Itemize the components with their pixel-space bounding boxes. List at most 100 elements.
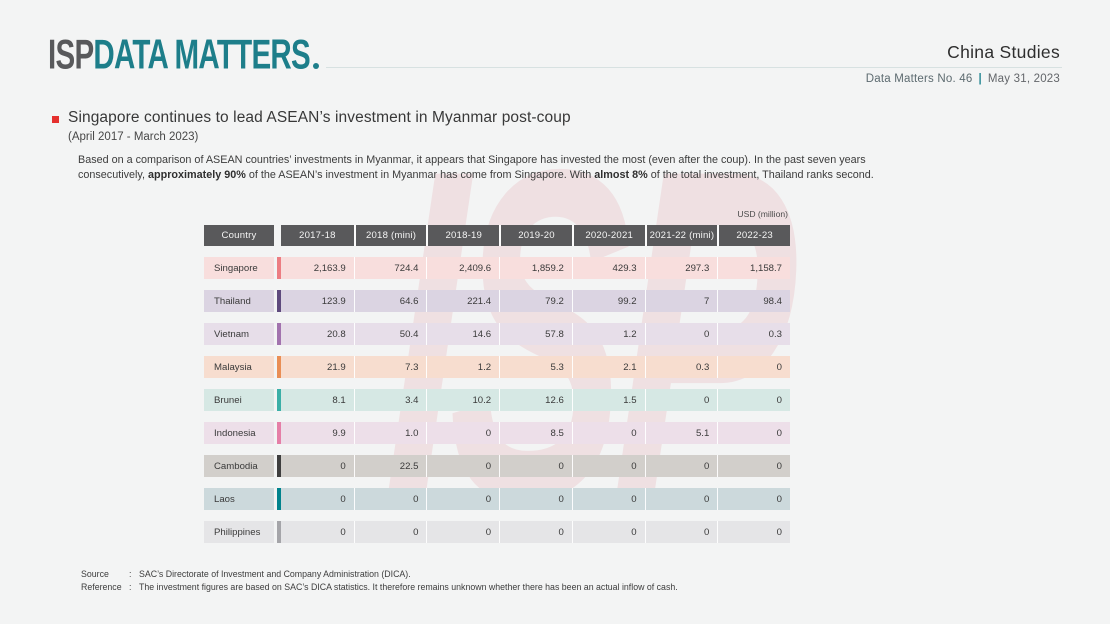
value-cell: 0 (426, 422, 500, 444)
value-cell: 8.5 (499, 422, 572, 444)
value-cell: 2,163.9 (281, 257, 354, 279)
column-header-year: 2020-2021 (571, 225, 645, 246)
meta-separator: | (978, 73, 982, 85)
reference-text: The investment figures are based on SAC’… (139, 581, 678, 592)
column-header-year: 2017-18 (281, 225, 354, 246)
reference-colon: : (129, 581, 132, 592)
value-cell: 0 (644, 521, 718, 543)
source-label: Source (81, 569, 109, 579)
section-period: (April 2017 - March 2023) (68, 131, 199, 143)
value-cell: 12.6 (499, 389, 572, 411)
accent-bar (274, 290, 281, 312)
value-cell: 0 (644, 455, 718, 477)
value-cell: 64.6 (353, 290, 427, 312)
value-cell: 21.9 (281, 356, 354, 378)
table-row: Brunei 8.1 3.4 10.2 12.6 1.5 0 0 (204, 389, 790, 411)
value-cell: 0 (426, 455, 500, 477)
accent-bar (274, 356, 281, 378)
value-cell: 0 (499, 488, 572, 510)
value-cell: 0 (644, 488, 718, 510)
country-cell: Laos (204, 488, 274, 510)
value-cell: 79.2 (499, 290, 572, 312)
country-cell: Indonesia (204, 422, 274, 444)
summary-text-3: of the total investment, Thailand ranks … (647, 168, 874, 181)
country-cell: Singapore (204, 257, 274, 279)
value-cell: 0 (717, 422, 790, 444)
value-cell: 0 (644, 323, 718, 345)
value-cell: 0 (717, 455, 790, 477)
logo-dot-icon (313, 63, 319, 69)
value-cell: 14.6 (426, 323, 500, 345)
value-cell: 0 (644, 389, 718, 411)
table-row: Thailand 123.9 64.6 221.4 79.2 99.2 7 98.4 (204, 290, 790, 312)
value-cell: 9.9 (281, 422, 354, 444)
issue-date: May 31, 2023 (987, 73, 1060, 85)
value-cell: 10.2 (426, 389, 500, 411)
value-cell: 0 (353, 521, 427, 543)
value-cell: 0 (281, 455, 354, 477)
reference-row: Reference : The investment figures are b… (81, 581, 678, 594)
value-cell: 0 (426, 521, 500, 543)
value-cell: 0.3 (644, 356, 718, 378)
column-header-year: 2022-23 (717, 225, 790, 246)
country-cell: Brunei (204, 389, 274, 411)
value-cell: 0 (571, 488, 645, 510)
value-cell: 1,158.7 (717, 257, 790, 279)
value-cell: 7 (644, 290, 718, 312)
value-cell: 0.3 (717, 323, 790, 345)
accent-bar (274, 422, 281, 444)
value-cell: 1.5 (571, 389, 645, 411)
value-cell: 7.3 (353, 356, 427, 378)
summary-paragraph: Based on a comparison of ASEAN countries… (78, 153, 908, 182)
source-row: Source : SAC’s Directorate of Investment… (81, 568, 678, 581)
accent-bar (274, 257, 281, 279)
logo: ISPDATA MATTERS (48, 30, 311, 78)
section-bullet-icon (52, 116, 59, 123)
value-cell: 0 (571, 422, 645, 444)
table-header-row: Country 2017-18 2018 (mini) 2018-19 2019-20 2… (204, 225, 790, 246)
issue-meta: Data Matters No. 46 | May 31, 2023 (866, 73, 1060, 85)
value-cell: 0 (571, 455, 645, 477)
logo-data-matters-text: DATA MATTERS (93, 30, 310, 78)
country-cell: Malaysia (204, 356, 274, 378)
column-header-country: Country (204, 225, 274, 246)
source-colon: : (129, 569, 132, 579)
value-cell: 1,859.2 (499, 257, 572, 279)
value-cell: 0 (717, 356, 790, 378)
value-cell: 0 (717, 521, 790, 543)
value-cell: 429.3 (571, 257, 645, 279)
country-cell: Cambodia (204, 455, 274, 477)
country-cell: Vietnam (204, 323, 274, 345)
value-cell: 8.1 (281, 389, 354, 411)
table-body: Singapore 2,163.9 724.4 2,409.6 1,859.2 429.3… (204, 257, 790, 543)
value-cell: 3.4 (353, 389, 427, 411)
value-cell: 0 (281, 521, 354, 543)
value-cell: 2.1 (571, 356, 645, 378)
footnotes: Source : SAC’s Directorate of Investment… (81, 568, 678, 593)
value-cell: 5.3 (499, 356, 572, 378)
country-cell: Philippines (204, 521, 274, 543)
accent-bar (274, 455, 281, 477)
value-cell: 0 (426, 488, 500, 510)
column-header-year: 2018-19 (426, 225, 500, 246)
value-cell: 0 (281, 488, 354, 510)
value-cell: 1.2 (426, 356, 500, 378)
accent-bar (274, 488, 281, 510)
column-header-year: 2021-22 (mini) (644, 225, 718, 246)
country-cell: Thailand (204, 290, 274, 312)
program-title: China Studies (947, 42, 1060, 62)
summary-bold-2: almost 8% (594, 168, 648, 181)
table-row: Laos 0 0 0 0 0 0 0 (204, 488, 790, 510)
value-cell: 0 (717, 488, 790, 510)
table-row: Philippines 0 0 0 0 0 0 0 (204, 521, 790, 543)
accent-bar (274, 323, 281, 345)
summary-bold-1: approximately 90% (148, 168, 246, 181)
column-header-year: 2018 (mini) (353, 225, 427, 246)
value-cell: 57.8 (499, 323, 572, 345)
header-rule (326, 67, 1062, 68)
accent-bar (274, 389, 281, 411)
value-cell: 0 (571, 521, 645, 543)
accent-bar (274, 521, 281, 543)
logo-isp-text: ISP (48, 30, 94, 78)
value-cell: 20.8 (281, 323, 354, 345)
